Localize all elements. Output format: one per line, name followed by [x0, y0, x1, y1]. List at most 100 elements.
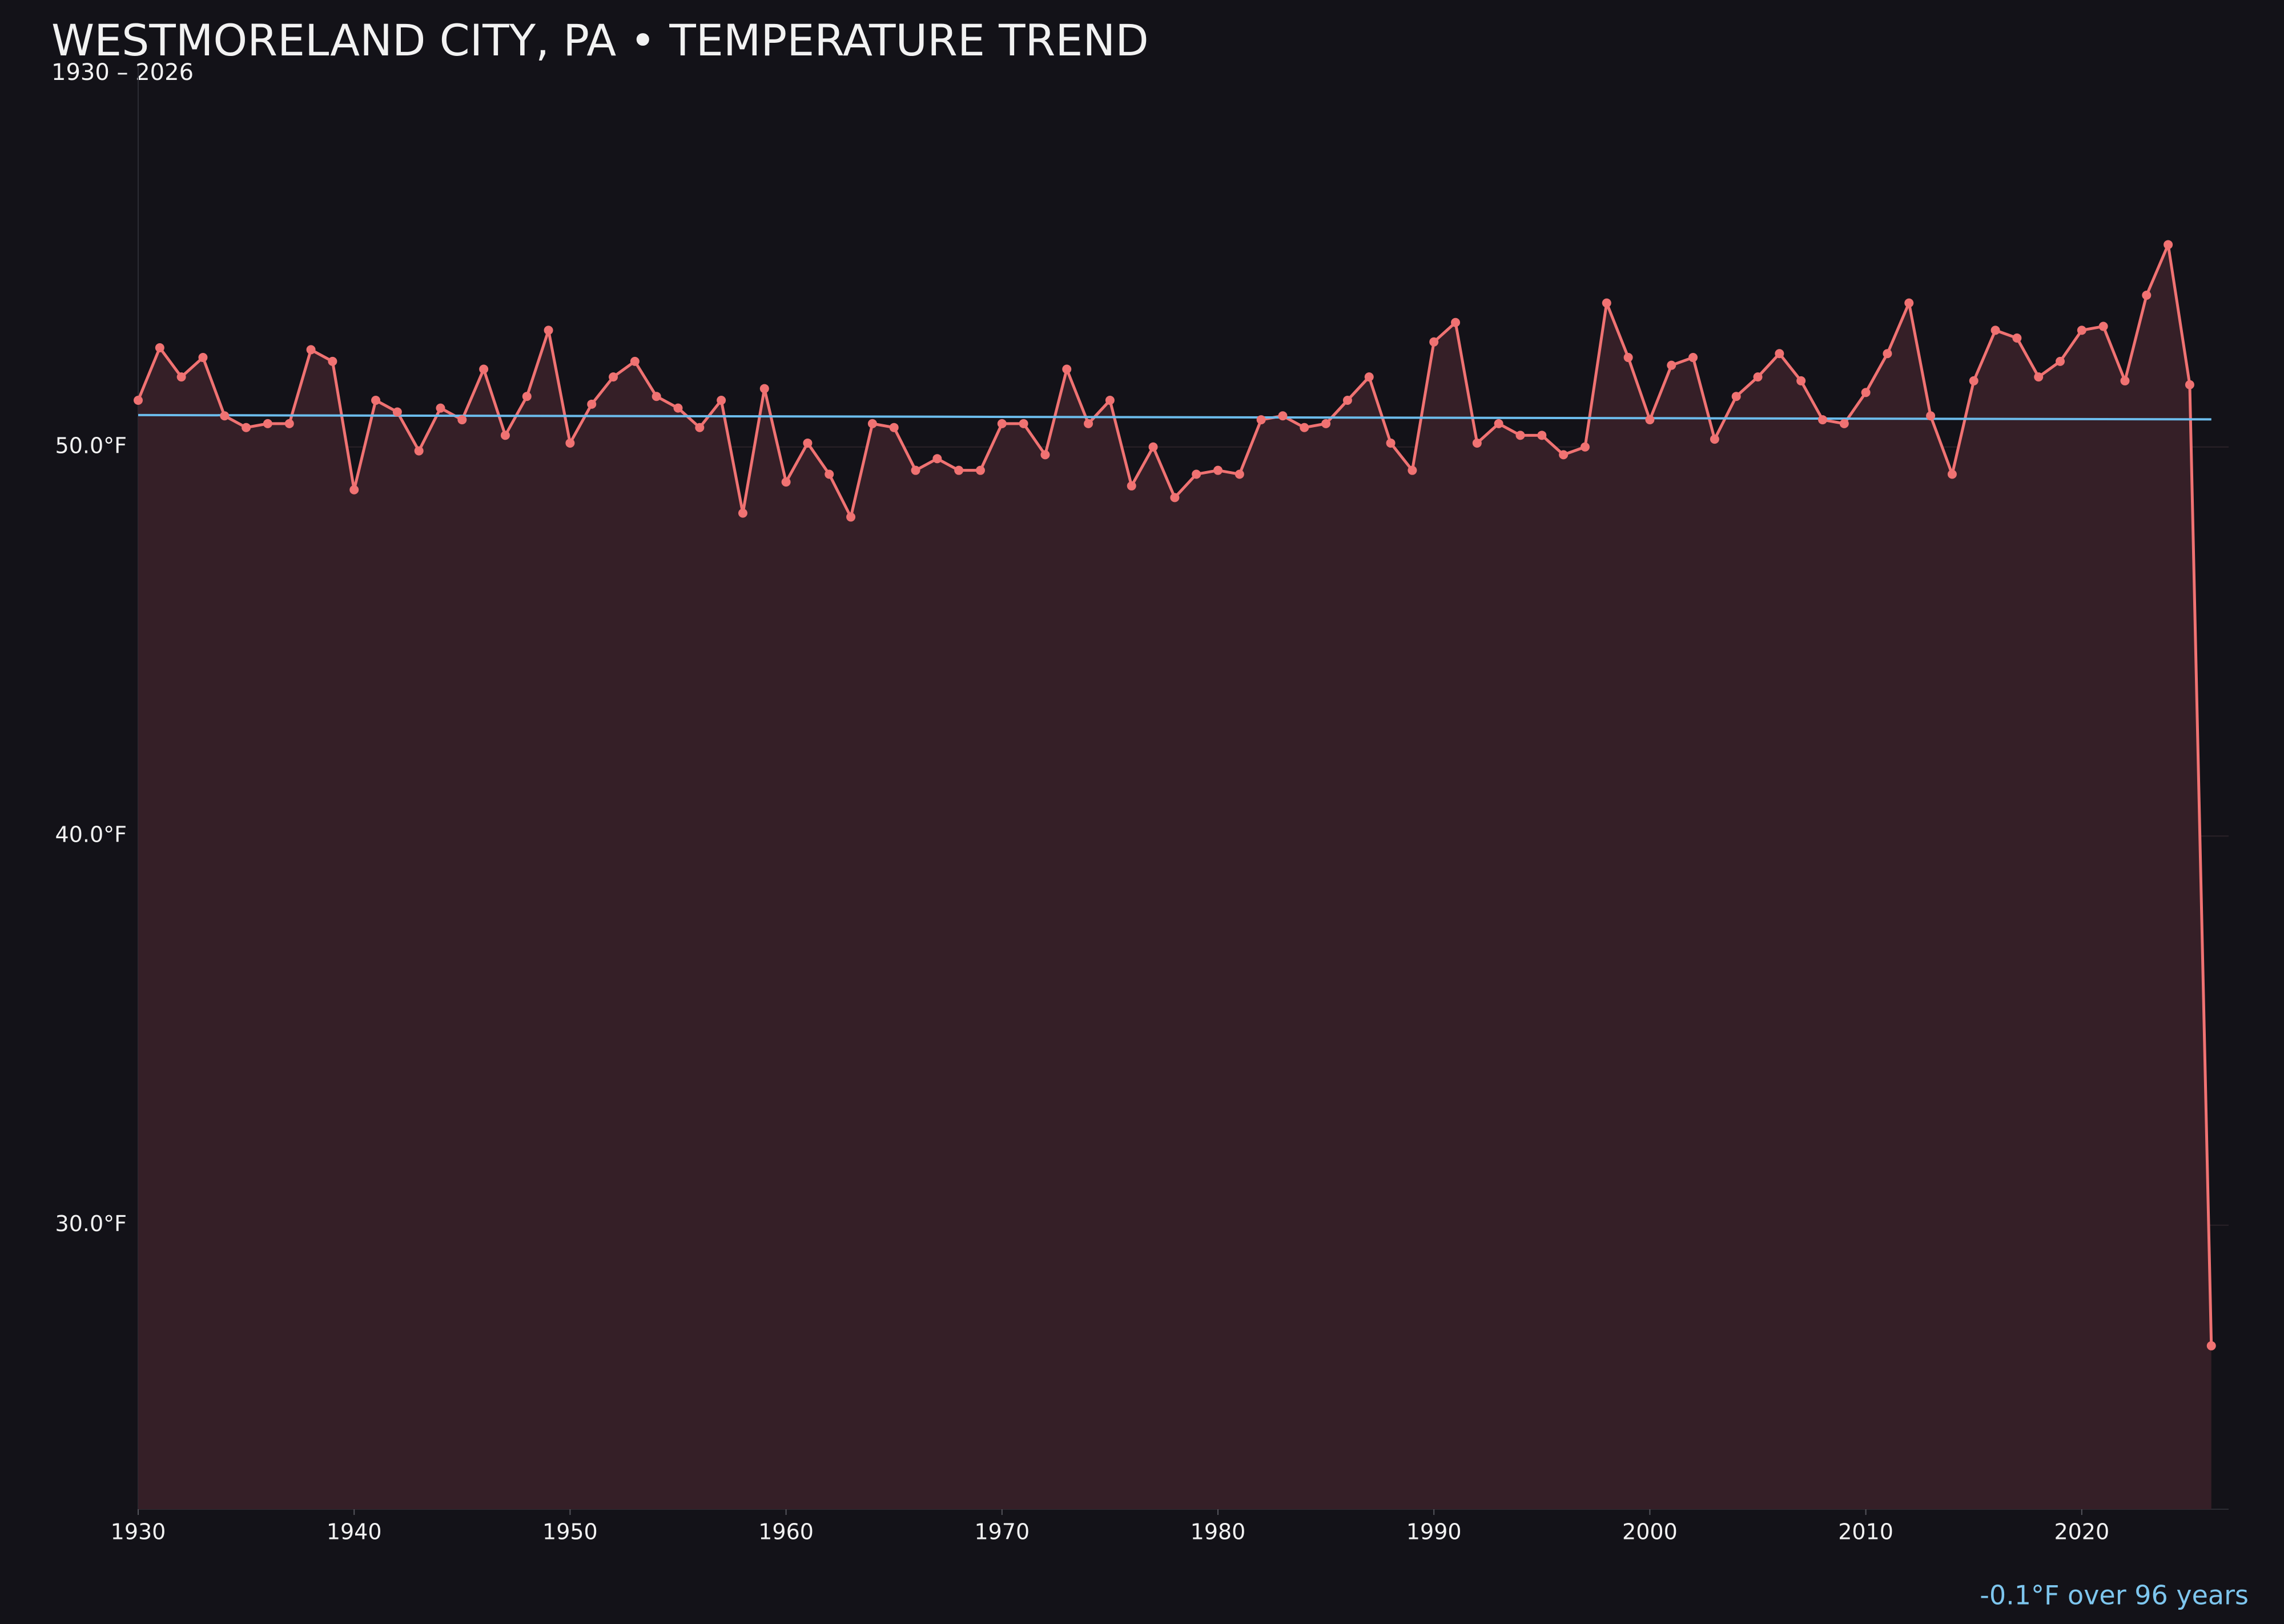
data-point	[1408, 465, 1417, 475]
data-point	[220, 411, 230, 421]
data-point	[1796, 376, 1806, 385]
data-point	[695, 423, 705, 432]
data-point	[2206, 1341, 2216, 1350]
data-point	[803, 438, 813, 448]
x-tick-label: 1990	[1406, 1520, 1462, 1545]
data-point	[284, 419, 294, 428]
data-point	[673, 403, 683, 413]
data-point	[2164, 240, 2173, 250]
data-point	[565, 438, 575, 448]
data-point	[1580, 442, 1590, 452]
data-point	[1429, 337, 1439, 347]
data-point	[1300, 423, 1309, 432]
data-point	[500, 431, 510, 440]
data-point	[1235, 469, 1244, 479]
x-tick-label: 1940	[327, 1520, 382, 1545]
data-point	[1904, 298, 1914, 308]
data-point	[911, 465, 920, 475]
data-point	[1559, 450, 1569, 460]
data-point	[242, 423, 251, 432]
data-point	[1883, 349, 1892, 359]
data-point	[2056, 356, 2065, 366]
data-point	[2120, 376, 2130, 385]
data-point	[1105, 396, 1115, 405]
data-point	[1192, 469, 1201, 479]
data-point	[1645, 415, 1655, 425]
data-point	[1515, 431, 1525, 440]
data-point	[522, 392, 532, 401]
data-point	[1969, 376, 1979, 385]
x-tick-label: 1970	[974, 1520, 1030, 1545]
data-point	[846, 512, 856, 522]
data-point	[479, 364, 489, 374]
data-point	[1926, 411, 1936, 421]
data-point	[1753, 372, 1763, 382]
data-point	[738, 508, 747, 518]
x-tick-label: 1960	[758, 1520, 814, 1545]
data-point	[609, 372, 618, 382]
data-point	[1019, 419, 1028, 428]
x-tick-label: 1950	[542, 1520, 598, 1545]
y-tick-label: 30.0°F	[55, 1211, 127, 1236]
data-point	[652, 392, 661, 401]
data-point	[544, 325, 553, 335]
data-point	[2012, 333, 2022, 343]
trend-line	[138, 413, 2211, 421]
data-point	[328, 356, 337, 366]
data-point	[436, 403, 445, 413]
data-point	[1667, 360, 1676, 370]
data-point	[176, 372, 186, 382]
data-point	[2185, 380, 2194, 389]
x-tick-label: 2020	[2054, 1520, 2109, 1545]
data-point	[1040, 450, 1050, 460]
data-point	[1710, 435, 1719, 444]
data-point	[630, 356, 640, 366]
data-point	[997, 419, 1007, 428]
data-point	[1472, 438, 1482, 448]
data-point	[1775, 349, 1784, 359]
data-point	[198, 353, 208, 363]
data-point	[1127, 481, 1136, 491]
data-point	[954, 465, 964, 475]
data-point	[457, 415, 467, 425]
data-point	[1731, 392, 1741, 401]
x-tick-label: 1930	[111, 1520, 166, 1545]
data-point	[1386, 438, 1396, 448]
data-point	[587, 399, 597, 409]
data-point	[1494, 419, 1503, 428]
data-point	[1839, 419, 1849, 428]
data-point	[1342, 396, 1352, 405]
x-tick-label: 2000	[1622, 1520, 1678, 1545]
y-tick-label: 50.0°F	[55, 433, 127, 458]
data-point	[1451, 317, 1461, 327]
data-point	[1947, 469, 1957, 479]
chart-title: WESTMORELAND CITY, PA • TEMPERATURE TREN…	[51, 15, 1149, 66]
data-point	[1602, 298, 1611, 308]
data-point	[1256, 415, 1266, 425]
data-point	[1537, 431, 1547, 440]
data-point	[2077, 325, 2086, 335]
x-tick-label: 2010	[1838, 1520, 1893, 1545]
data-point	[134, 396, 143, 405]
trend-annotation: -0.1°F over 96 years	[1980, 1580, 2249, 1611]
data-point	[349, 485, 359, 495]
data-point	[1623, 353, 1633, 363]
data-point	[759, 384, 769, 393]
data-point	[2034, 372, 2044, 382]
data-point	[1170, 493, 1180, 503]
data-point	[306, 345, 316, 355]
data-point	[2098, 321, 2108, 331]
data-point	[414, 446, 424, 456]
x-tick-label: 1980	[1191, 1520, 1246, 1545]
data-point	[2142, 291, 2152, 300]
data-point	[975, 465, 985, 475]
y-tick-label: 40.0°F	[55, 822, 127, 847]
data-point	[263, 419, 272, 428]
data-point	[1688, 353, 1698, 363]
data-point	[825, 469, 834, 479]
data-point	[1861, 388, 1871, 397]
data-point	[1817, 415, 1827, 425]
data-point	[867, 419, 877, 428]
